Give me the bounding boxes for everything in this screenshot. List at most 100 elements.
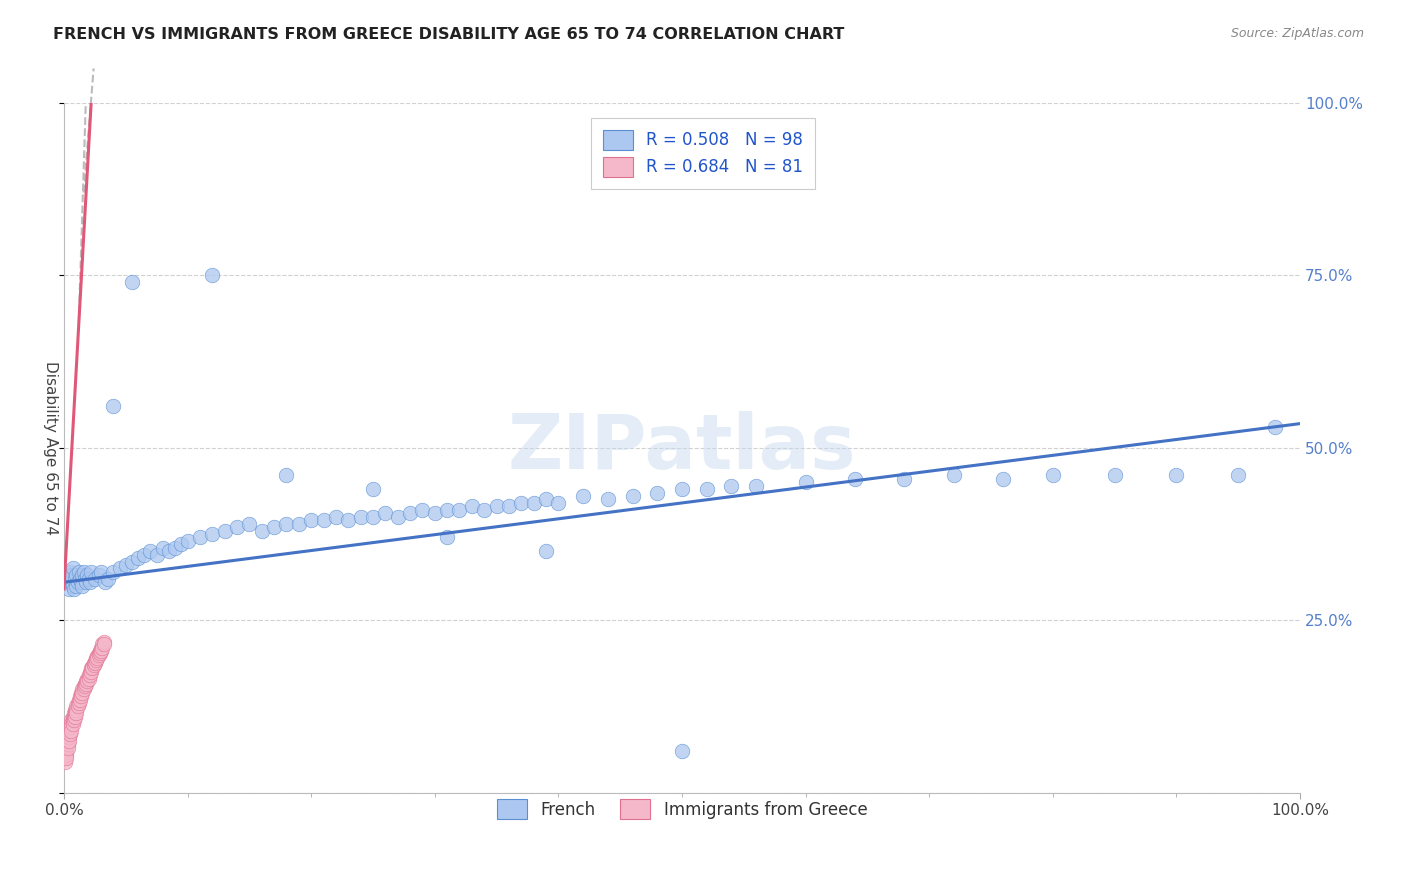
Point — [337, 513, 360, 527]
Point — [844, 472, 866, 486]
Point — [299, 513, 322, 527]
Point — [69, 692, 91, 706]
Point — [720, 479, 742, 493]
Point — [90, 640, 112, 655]
Point — [56, 731, 79, 745]
Point — [58, 727, 80, 741]
Point — [288, 516, 311, 531]
Point — [93, 637, 115, 651]
Point — [83, 656, 105, 670]
Point — [157, 544, 180, 558]
Point — [90, 644, 112, 658]
Point — [423, 506, 446, 520]
Point — [547, 496, 569, 510]
Point — [621, 489, 644, 503]
Point — [62, 713, 84, 727]
Point — [63, 706, 86, 721]
Point — [69, 572, 91, 586]
Point — [993, 472, 1015, 486]
Text: Source: ZipAtlas.com: Source: ZipAtlas.com — [1230, 27, 1364, 40]
Point — [696, 482, 718, 496]
Point — [67, 696, 90, 710]
Point — [127, 551, 149, 566]
Point — [59, 727, 82, 741]
Point — [72, 685, 94, 699]
Point — [510, 496, 533, 510]
Point — [103, 400, 125, 414]
Point — [276, 468, 298, 483]
Point — [73, 565, 96, 579]
Point — [65, 706, 87, 721]
Point — [76, 672, 98, 686]
Point — [91, 637, 114, 651]
Point — [82, 661, 104, 675]
Point — [82, 660, 104, 674]
Point — [121, 555, 143, 569]
Point — [83, 655, 105, 669]
Point — [176, 533, 198, 548]
Point — [59, 723, 82, 738]
Point — [1166, 468, 1188, 483]
Point — [72, 682, 94, 697]
Point — [349, 509, 371, 524]
Point — [534, 492, 557, 507]
Point — [58, 731, 80, 745]
Point — [63, 582, 86, 596]
Point — [250, 524, 273, 538]
Point — [65, 703, 87, 717]
Point — [523, 496, 546, 510]
Point — [65, 568, 87, 582]
Point — [59, 720, 82, 734]
Point — [361, 509, 384, 524]
Point — [1042, 468, 1064, 483]
Point — [77, 668, 100, 682]
Point — [93, 575, 115, 590]
Point — [170, 537, 193, 551]
Point — [93, 635, 115, 649]
Point — [325, 509, 347, 524]
Point — [83, 658, 105, 673]
Point — [53, 751, 76, 765]
Point — [108, 561, 131, 575]
Point — [188, 531, 211, 545]
Point — [90, 565, 112, 579]
Point — [436, 531, 458, 545]
Point — [152, 541, 174, 555]
Point — [645, 485, 668, 500]
Point — [56, 737, 79, 751]
Point — [60, 716, 83, 731]
Point — [238, 516, 260, 531]
Point — [67, 565, 90, 579]
Point — [89, 646, 111, 660]
Point — [79, 665, 101, 679]
Text: ZIPatlas: ZIPatlas — [508, 410, 856, 484]
Point — [63, 713, 86, 727]
Point — [80, 565, 103, 579]
Point — [89, 644, 111, 658]
Point — [145, 548, 167, 562]
Point — [60, 723, 83, 738]
Point — [62, 579, 84, 593]
Point — [75, 673, 97, 688]
Point — [59, 716, 82, 731]
Point — [66, 575, 89, 590]
Point — [72, 568, 94, 582]
Point — [55, 744, 77, 758]
Point — [226, 520, 249, 534]
Point — [83, 656, 105, 670]
Point — [56, 572, 79, 586]
Point — [361, 482, 384, 496]
Point — [73, 676, 96, 690]
Point — [214, 524, 236, 538]
Point — [97, 572, 120, 586]
Point — [59, 575, 82, 590]
Point — [387, 509, 409, 524]
Point — [87, 568, 110, 582]
Point — [399, 506, 422, 520]
Point — [79, 668, 101, 682]
Point — [77, 572, 100, 586]
Point — [73, 682, 96, 697]
Point — [55, 737, 77, 751]
Legend: French, Immigrants from Greece: French, Immigrants from Greece — [484, 786, 880, 832]
Point — [70, 685, 93, 699]
